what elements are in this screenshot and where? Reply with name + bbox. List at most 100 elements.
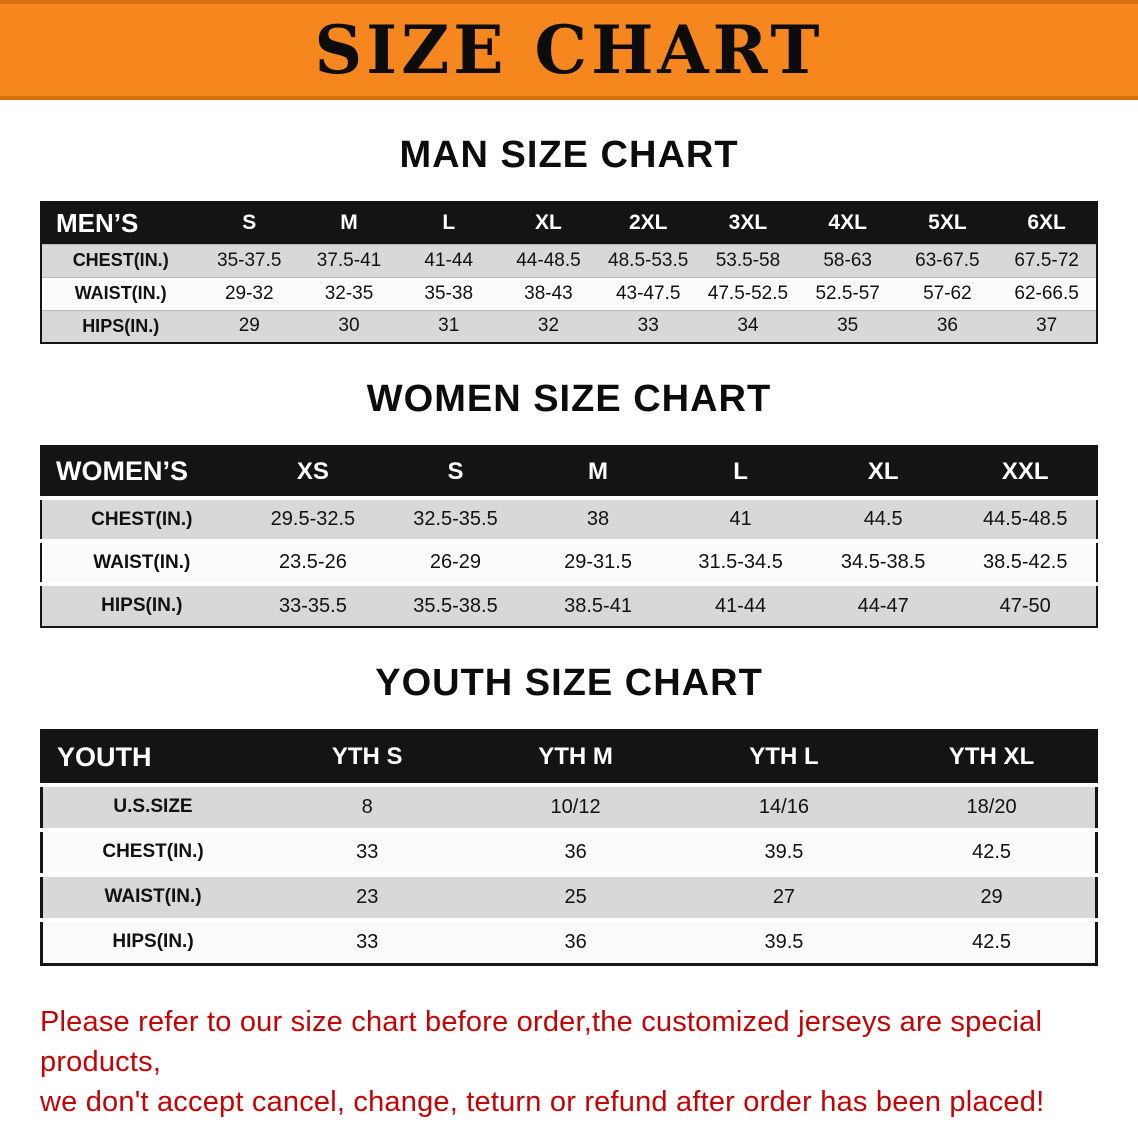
value-cell: 44-48.5 [498,243,599,277]
value-cell: 35-38 [398,276,499,310]
row-label-cell: CHEST(IN.) [41,827,264,875]
value-cell: 36 [897,309,998,343]
size-header-cell: 5XL [928,211,967,235]
value-cell: 58-63 [797,243,898,277]
men-size-table: MEN’S S M L XL 2XL 3XL 4XL 5XL 6XL CHEST(IN.) 35-37… [40,201,1098,344]
value-cell: 67.5-72 [997,243,1097,277]
value-cell: 10/12 [471,782,680,830]
row-label-cell: WAIST(IN.) [41,539,242,584]
size-header-cell: XL [535,211,562,235]
value-cell: 32-35 [299,276,399,310]
banner-title: SIZE CHART [314,11,824,89]
value-cell: 8 [263,782,472,830]
size-header-cell: YTH L [749,743,819,771]
value-cell: 41 [669,496,812,541]
size-header-cell: YTH S [331,743,403,771]
value-cell: 37 [997,309,1097,343]
value-cell: 33 [598,309,699,343]
value-cell: 39.5 [679,917,889,965]
value-cell: 38.5-41 [526,582,670,627]
youth-size-section: YOUTH SIZE CHART YOUTH YTH S YTH M YTH L YTH… [0,662,1138,966]
value-cell: 38.5-42.5 [954,539,1097,584]
value-cell: 36 [471,827,680,875]
row-label-cell: WAIST(IN.) [41,872,264,920]
value-cell: 34 [698,309,798,343]
value-cell: 48.5-53.5 [598,243,699,277]
row-label-cell: CHEST(IN.) [41,496,242,541]
table-row: U.S.SIZE 8 10/12 14/16 18/20 [41,782,1097,830]
value-cell: 31 [398,309,499,343]
value-cell: 47.5-52.5 [698,276,798,310]
size-header-cell: S [242,211,257,235]
women-size-section: WOMEN SIZE CHART WOMEN’S XS S M L XL XXL CHEST(… [0,378,1138,628]
value-cell: 29 [888,872,1097,920]
row-label-cell: HIPS(IN.) [41,582,242,627]
size-header-cell: L [442,211,456,235]
value-cell: 29.5-32.5 [241,496,385,541]
table-row: CHEST(IN.) 29.5-32.5 32.5-35.5 38 41 44.5 44.5… [41,496,1097,541]
disclaimer-line-2: we don't accept cancel, change, teturn o… [40,1086,1045,1119]
table-row: WAIST(IN.) 23.5-26 26-29 29-31.5 31.5-34.5 34… [41,539,1097,584]
row-label-cell: HIPS(IN.) [41,309,200,343]
table-header-row: YOUTH YTH S YTH M YTH L YTH XL [41,730,1097,785]
size-header-cell: YTH XL [948,743,1035,771]
value-cell: 31.5-34.5 [669,539,812,584]
value-cell: 18/20 [888,782,1097,830]
value-cell: 44-47 [811,582,955,627]
value-cell: 35.5-38.5 [384,582,527,627]
table-header-row: MEN’S S M L XL 2XL 3XL 4XL 5XL 6XL [41,202,1097,244]
size-header-cell: M [588,457,609,485]
women-section-heading: WOMEN SIZE CHART [366,378,772,420]
table-row: HIPS(IN.) 33 36 39.5 42.5 [41,917,1097,965]
table-row: HIPS(IN.) 29 30 31 32 33 34 35 36 37 [41,309,1097,343]
size-header-cell: S [447,457,464,485]
value-cell: 27 [679,872,889,920]
value-cell: 25 [471,872,680,920]
size-header-cell: XL [867,457,899,485]
value-cell: 23.5-26 [241,539,385,584]
size-header-cell: YTH M [538,743,613,771]
value-cell: 43-47.5 [598,276,699,310]
value-cell: 41-44 [398,243,499,277]
value-cell: 32 [498,309,599,343]
value-cell: 57-62 [897,276,998,310]
table-row: CHEST(IN.) 33 36 39.5 42.5 [41,827,1097,875]
row-label-cell: HIPS(IN.) [41,917,264,965]
value-cell: 33 [263,827,472,875]
row-label-cell: U.S.SIZE [41,782,264,830]
value-cell: 29-31.5 [526,539,670,584]
value-cell: 38 [526,496,670,541]
table-row: HIPS(IN.) 33-35.5 35.5-38.5 38.5-41 41-44 44-… [41,582,1097,627]
value-cell: 30 [299,309,399,343]
youth-section-heading: YOUTH SIZE CHART [375,662,763,704]
size-header-cell: XS [296,457,329,485]
value-cell: 62-66.5 [997,276,1097,310]
value-cell: 44.5-48.5 [954,496,1097,541]
value-cell: 23 [263,872,472,920]
size-header-cell: 2XL [628,211,668,235]
women-size-table: WOMEN’S XS S M L XL XXL CHEST(IN.) 29.5-32.5 32.5… [40,445,1098,628]
size-chart-banner: SIZE CHART [0,0,1138,100]
value-cell: 44.5 [811,496,955,541]
value-cell: 42.5 [888,917,1097,965]
value-cell: 34.5-38.5 [811,539,955,584]
size-header-cell: 3XL [728,211,768,235]
value-cell: 32.5-35.5 [384,496,527,541]
value-cell: 38-43 [498,276,599,310]
table-row: WAIST(IN.) 23 25 27 29 [41,872,1097,920]
men-section-heading: MAN SIZE CHART [399,134,739,176]
value-cell: 29-32 [199,276,300,310]
value-cell: 29 [199,309,300,343]
row-label-cell: CHEST(IN.) [41,243,200,277]
disclaimer-line-1: Please refer to our size chart before or… [40,1006,1043,1079]
table-title-cell: YOUTH [57,741,152,772]
value-cell: 37.5-41 [299,243,399,277]
value-cell: 39.5 [679,827,889,875]
value-cell: 52.5-57 [797,276,898,310]
value-cell: 33 [263,917,472,965]
value-cell: 14/16 [679,782,889,830]
value-cell: 53.5-58 [698,243,798,277]
disclaimer-text: Please refer to our size chart before or… [40,1002,1100,1122]
size-header-cell: XXL [1001,457,1049,485]
table-title-cell: WOMEN’S [56,456,188,486]
